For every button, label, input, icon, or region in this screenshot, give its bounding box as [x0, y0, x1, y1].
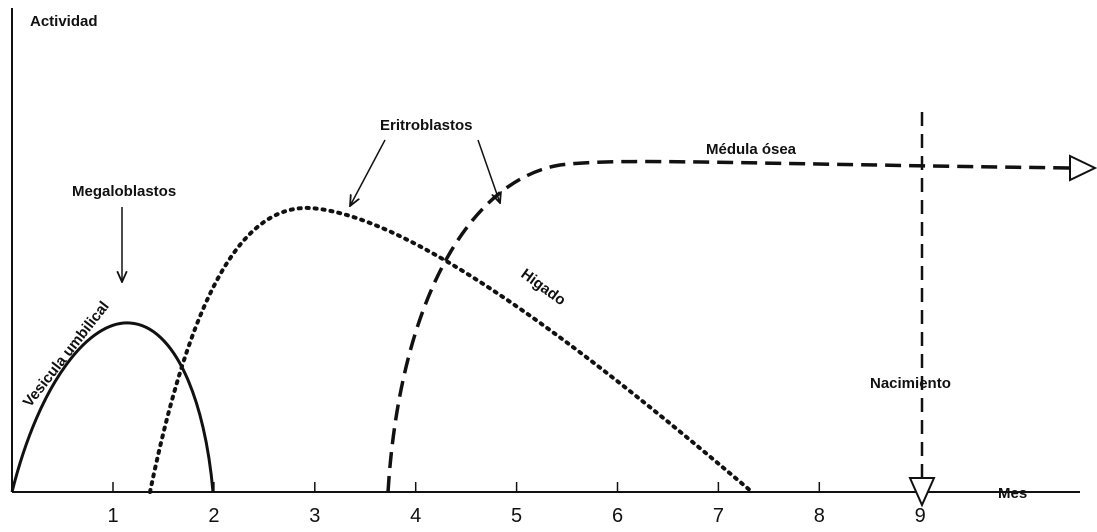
- annotation: Higado: [518, 265, 569, 309]
- vesicula-curve: [10, 321, 215, 493]
- x-tick-label: 1: [107, 505, 118, 527]
- annotation: Nacimiento: [870, 375, 951, 392]
- x-tick-label: 6: [612, 505, 623, 527]
- x-tick-label: 3: [309, 505, 320, 527]
- x-tick-label: 8: [814, 505, 825, 527]
- x-tick-label: 5: [511, 505, 522, 527]
- arrow: [477, 139, 500, 203]
- x-tick-label: 4: [410, 505, 421, 527]
- medula-arrowhead: [1069, 154, 1097, 182]
- annotation: Megaloblastos: [72, 183, 176, 200]
- higado-curve: [148, 205, 754, 494]
- medula-curve: [386, 159, 1071, 493]
- arrow: [350, 139, 386, 206]
- nacimiento-arrowhead: [908, 477, 936, 508]
- annotation: Médula ósea: [706, 141, 797, 158]
- y-axis-label: Actividad: [30, 13, 98, 30]
- x-tick-label: 7: [713, 505, 724, 527]
- x-ticks: 1 2 3 4 5 6 7 8 9: [107, 482, 926, 527]
- x-tick-label: 9: [915, 505, 926, 527]
- annotation: Eritroblastos: [380, 117, 473, 134]
- x-tick-label: 2: [208, 505, 219, 527]
- annotation: Vesicula umbilical: [20, 298, 113, 410]
- x-axis-label: Mes: [998, 485, 1027, 502]
